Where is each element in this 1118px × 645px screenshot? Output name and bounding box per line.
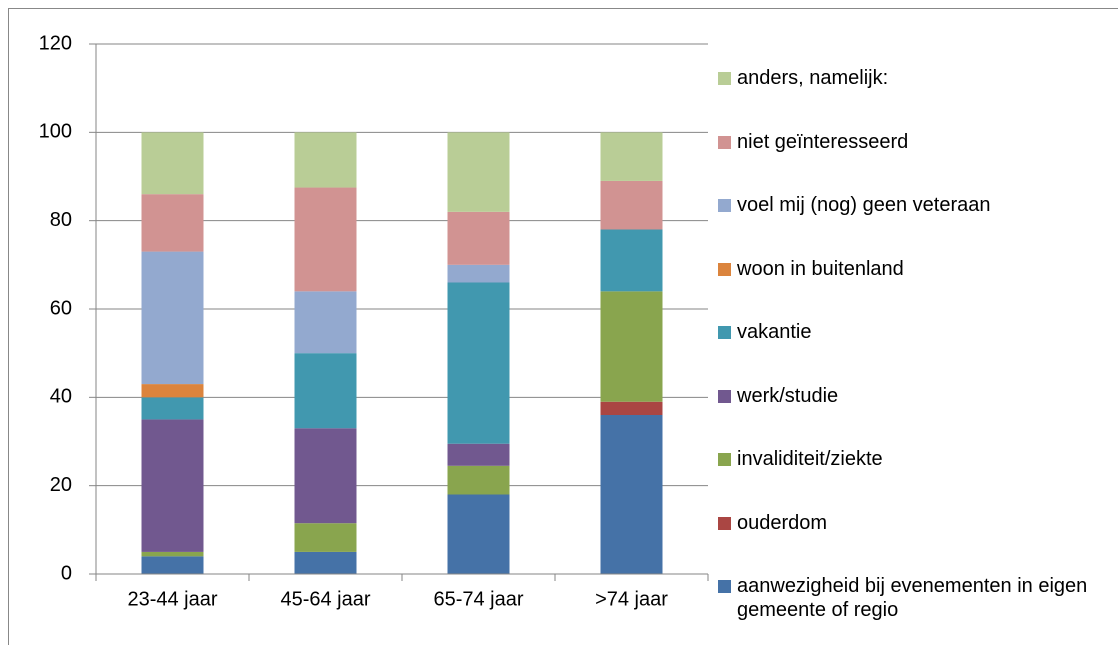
bar-segment xyxy=(600,415,663,574)
bar-segment xyxy=(294,291,357,354)
bar-segment xyxy=(600,229,663,292)
bar-segment xyxy=(141,384,204,398)
legend-swatch xyxy=(718,326,731,339)
y-tick-label: 0 xyxy=(61,562,72,584)
bar-segment xyxy=(141,132,204,195)
bar-segment xyxy=(447,132,510,212)
bar-segment xyxy=(447,494,510,574)
legend-label: aanwezigheid bij evenementen in eigen ge… xyxy=(737,575,1088,621)
legend-label: anders, namelijk: xyxy=(737,67,889,89)
bar-segment xyxy=(141,419,204,552)
x-tick-label: 23-44 jaar xyxy=(127,588,217,610)
legend-label: invaliditeit/ziekte xyxy=(737,448,883,470)
bar-segment xyxy=(447,264,510,283)
bar-segment xyxy=(600,291,663,402)
y-tick-label: 20 xyxy=(50,474,72,496)
legend-item: voel mij (nog) geen veteraan xyxy=(718,193,990,217)
bar-segment xyxy=(141,551,204,557)
legend-item: ouderdom xyxy=(718,511,827,535)
legend-item: niet geïnteresseerd xyxy=(718,130,908,154)
legend-swatch xyxy=(718,72,731,85)
legend-swatch xyxy=(718,135,731,149)
legend-label: werk/studie xyxy=(737,384,839,407)
legend-swatch xyxy=(718,580,731,593)
bar-segment xyxy=(294,132,357,188)
legend-swatch xyxy=(718,199,731,212)
legend-label: woon in buitenland xyxy=(737,257,904,280)
legend-label: niet geïnteresseerd xyxy=(737,130,909,153)
bar-segment xyxy=(600,401,663,415)
bar-segment xyxy=(294,551,357,574)
bar-segment xyxy=(141,397,204,420)
x-tick-label: 65-74 jaar xyxy=(433,588,523,610)
bar-segment xyxy=(447,443,510,466)
bar-segment xyxy=(600,180,663,230)
legend-label: ouderdom xyxy=(737,511,828,534)
bar-segment xyxy=(141,251,204,385)
bar-segment xyxy=(141,194,204,252)
bar-segment xyxy=(447,211,510,265)
legend-item: anders, namelijk: xyxy=(718,66,888,90)
bar-segment xyxy=(447,282,510,444)
bar-segment xyxy=(294,187,357,292)
legend-swatch xyxy=(718,516,731,530)
y-tick-label: 60 xyxy=(50,297,72,319)
frame xyxy=(8,8,1118,645)
legend-swatch xyxy=(718,389,731,403)
legend-item: aanwezigheid bij evenementen in eigen ge… xyxy=(718,574,1107,622)
y-tick-label: 40 xyxy=(50,386,72,408)
bar-segment xyxy=(294,353,357,429)
x-tick-label: 45-64 jaar xyxy=(280,588,370,610)
legend-label: vakantie xyxy=(737,321,812,343)
x-tick-label: >74 jaar xyxy=(595,588,668,610)
legend-item: werk/studie xyxy=(718,384,838,408)
bar-segment xyxy=(141,556,204,574)
legend-item: vakantie xyxy=(718,320,812,344)
y-tick-label: 80 xyxy=(50,209,72,231)
legend-item: woon in buitenland xyxy=(718,257,904,281)
bar-segment xyxy=(294,523,357,552)
legend-swatch xyxy=(718,453,731,466)
bar-segment xyxy=(447,465,510,495)
bar-segment xyxy=(600,132,663,181)
legend-swatch xyxy=(718,262,731,276)
legend-item: invaliditeit/ziekte xyxy=(718,447,883,471)
y-tick-label: 100 xyxy=(39,121,72,143)
y-tick-label: 120 xyxy=(39,32,72,54)
bar-segment xyxy=(294,428,357,524)
legend-label: voel mij (nog) geen veteraan xyxy=(737,194,991,216)
